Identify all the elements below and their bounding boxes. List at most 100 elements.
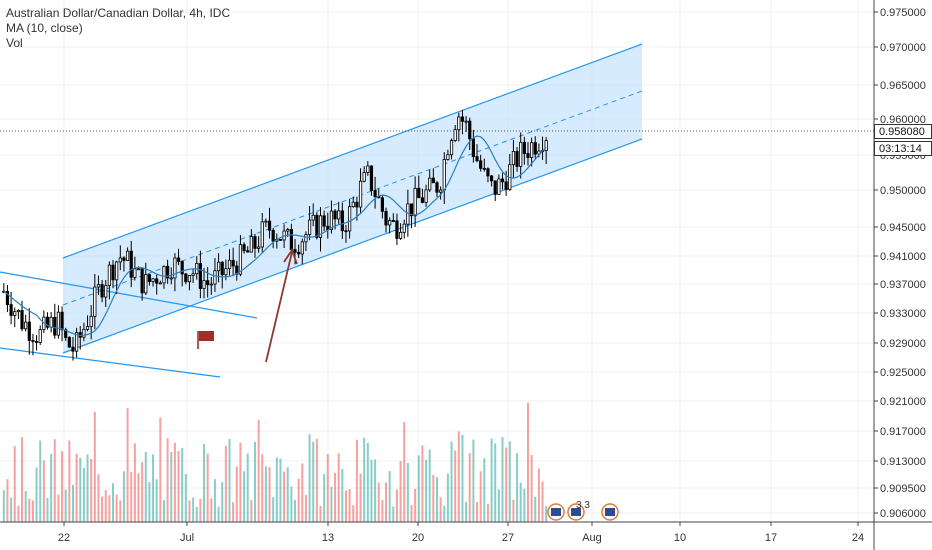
candle-body (482, 167, 486, 170)
volume-bar (170, 451, 173, 522)
volume-bar (2, 490, 5, 522)
volume-bar (483, 458, 486, 522)
volume-bar (537, 468, 540, 522)
volume-bar (301, 463, 304, 522)
price-tick-label: 0.917000 (880, 426, 926, 438)
volume-bar (370, 459, 373, 522)
candle-body (82, 328, 86, 338)
volume-bar (290, 486, 293, 522)
candle-body (162, 266, 166, 284)
ma-indicator-label[interactable]: MA (10, close) (6, 21, 83, 35)
volume-bar (501, 437, 504, 522)
candle-body (75, 332, 79, 352)
volume-bar (133, 443, 136, 522)
volume-bar (468, 453, 471, 522)
candle-body (519, 141, 523, 167)
candle-body (504, 181, 508, 190)
candle-body (442, 159, 446, 191)
volume-bar (68, 440, 71, 522)
volume-bar (395, 489, 398, 522)
candle-body (107, 264, 111, 286)
candle-body (169, 277, 173, 280)
volume-bar (308, 434, 311, 522)
candle-body (224, 268, 228, 276)
volume-bar (79, 457, 82, 522)
candle-body (56, 311, 61, 336)
candle-body (489, 175, 494, 182)
symbol-title[interactable]: Australian Dollar/Canadian Dollar, 4h, I… (6, 6, 231, 20)
price-tick-label: 0.921000 (880, 396, 926, 408)
channel-lower-line[interactable] (62, 138, 643, 354)
volume-bar (57, 494, 60, 522)
volume-bar (141, 462, 144, 522)
volume-bar (257, 419, 260, 522)
channel-median-line[interactable] (62, 90, 643, 306)
candle-body (155, 278, 159, 284)
volume-bar (46, 497, 49, 522)
economic-events[interactable]: 3 3 (547, 500, 619, 521)
volume-bar (530, 455, 533, 522)
trendline-lower[interactable] (0, 347, 221, 378)
trendline-upper[interactable] (0, 271, 258, 319)
candle-body (231, 259, 235, 267)
price-tick-label: 0.965000 (880, 80, 926, 92)
volume-bar (246, 453, 249, 522)
candle-body (147, 274, 152, 282)
candle-body (220, 261, 224, 276)
volume-bar (75, 453, 78, 522)
time-tick-label: 20 (412, 532, 424, 544)
time-tick-label: 27 (502, 532, 514, 544)
candle-body (318, 215, 323, 238)
candle-body (417, 187, 421, 199)
volume-bar (421, 445, 424, 522)
candle-body (500, 178, 505, 183)
volume-bar (454, 450, 457, 522)
candle-body (209, 283, 213, 286)
candle-body (307, 219, 312, 236)
channel-upper-line[interactable] (62, 43, 643, 259)
candle-body (344, 230, 348, 233)
price-tick-label: 0.913000 (880, 456, 926, 468)
candle-body (115, 261, 119, 281)
volume-bar (323, 474, 326, 522)
volume-bar (137, 473, 140, 522)
volume-bar (155, 479, 158, 522)
volume-bar (239, 442, 242, 522)
volume-bar (24, 491, 27, 522)
price-tick-label: 0.933000 (880, 308, 926, 320)
price-axis[interactable]: 0.9750000.9700000.9650000.9600000.955000… (874, 7, 926, 520)
price-tick-label: 0.960000 (880, 114, 926, 126)
volume-bar (159, 417, 162, 522)
candle-body (206, 280, 210, 286)
volume-indicator-label[interactable]: Vol (6, 36, 23, 50)
arrow-drawing[interactable] (265, 248, 298, 363)
volume-bar (86, 454, 89, 522)
candle-body (249, 236, 253, 253)
volume-bar (6, 479, 9, 522)
volume-bar (497, 489, 500, 522)
price-tick-label: 0.906000 (880, 508, 926, 520)
candle-body (297, 251, 301, 255)
flag-icon[interactable] (197, 331, 214, 349)
price-tick-label: 0.950000 (880, 185, 926, 197)
candle-body (511, 151, 516, 166)
volume-bar (64, 489, 67, 522)
volume-bar (432, 474, 435, 522)
volume-bar (235, 466, 238, 522)
price-tick-label: 0.909500 (880, 483, 926, 495)
candle-body (176, 257, 181, 262)
volume-bar (443, 505, 446, 522)
volume-bar (425, 459, 428, 522)
candle-body (300, 241, 304, 255)
candle-body (464, 120, 468, 123)
price-tick-label: 0.925000 (880, 367, 926, 379)
volume-bar (232, 502, 235, 522)
candle-body (402, 223, 406, 233)
volume-bar (348, 489, 351, 522)
candle-body (340, 210, 344, 232)
time-axis[interactable]: 22 Jul 13 20 27 Aug 10 17 24 (58, 522, 864, 544)
candle-body (31, 340, 35, 342)
candle-body (278, 238, 283, 241)
candle-body (391, 220, 395, 222)
